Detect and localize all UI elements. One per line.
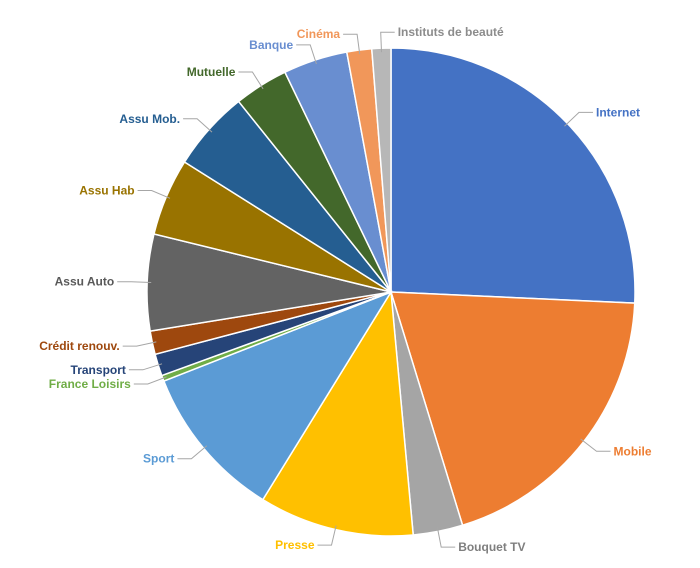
leader-line-assu-mob bbox=[183, 118, 213, 133]
pie-slices bbox=[146, 47, 636, 537]
leader-line-credit-renouv bbox=[122, 341, 157, 347]
leader-lines bbox=[117, 31, 611, 548]
slice-label-internet: Internet bbox=[596, 105, 640, 119]
leader-line-assu-auto bbox=[117, 281, 152, 283]
slice-label-mutuelle: Mutuelle bbox=[187, 65, 236, 79]
slice-label-credit-renouv: Crédit renouv. bbox=[39, 339, 119, 353]
leader-line-cinema bbox=[343, 33, 361, 55]
slice-label-assu-hab: Assu Hab bbox=[79, 184, 134, 198]
slice-label-sport: Sport bbox=[143, 452, 174, 466]
leader-line-banque bbox=[296, 44, 317, 65]
slice-label-presse: Presse bbox=[275, 538, 315, 552]
slice-label-assu-auto: Assu Auto bbox=[55, 275, 115, 289]
leader-line-sport bbox=[177, 445, 208, 460]
slice-labels: Internet Mobile Bouquet TV Presse Sport Franc… bbox=[39, 25, 652, 554]
leader-line-france-loisirs bbox=[133, 376, 167, 385]
slice-label-mobile: Mobile bbox=[614, 444, 652, 458]
leader-line-mobile bbox=[580, 438, 611, 452]
leader-line-bouquet-tv bbox=[436, 527, 456, 548]
leader-line-assu-hab bbox=[137, 190, 171, 199]
slice-label-instituts-de-beaute: Instituts de beauté bbox=[398, 25, 504, 39]
slice-internet bbox=[390, 47, 636, 304]
slice-label-bouquet-tv: Bouquet TV bbox=[458, 540, 525, 554]
leader-line-internet bbox=[564, 111, 593, 127]
leader-line-mutuelle bbox=[238, 71, 264, 90]
leader-line-transport bbox=[128, 363, 163, 371]
slice-label-france-loisirs: France Loisirs bbox=[49, 377, 131, 391]
slice-label-transport: Transport bbox=[71, 363, 126, 377]
leader-line-instituts-de-beaute bbox=[380, 31, 395, 53]
leader-line-presse bbox=[317, 525, 337, 546]
slice-label-banque: Banque bbox=[249, 38, 293, 52]
slice-label-cinema: Cinéma bbox=[297, 27, 341, 41]
slice-label-assu-mob: Assu Mob. bbox=[119, 112, 180, 126]
